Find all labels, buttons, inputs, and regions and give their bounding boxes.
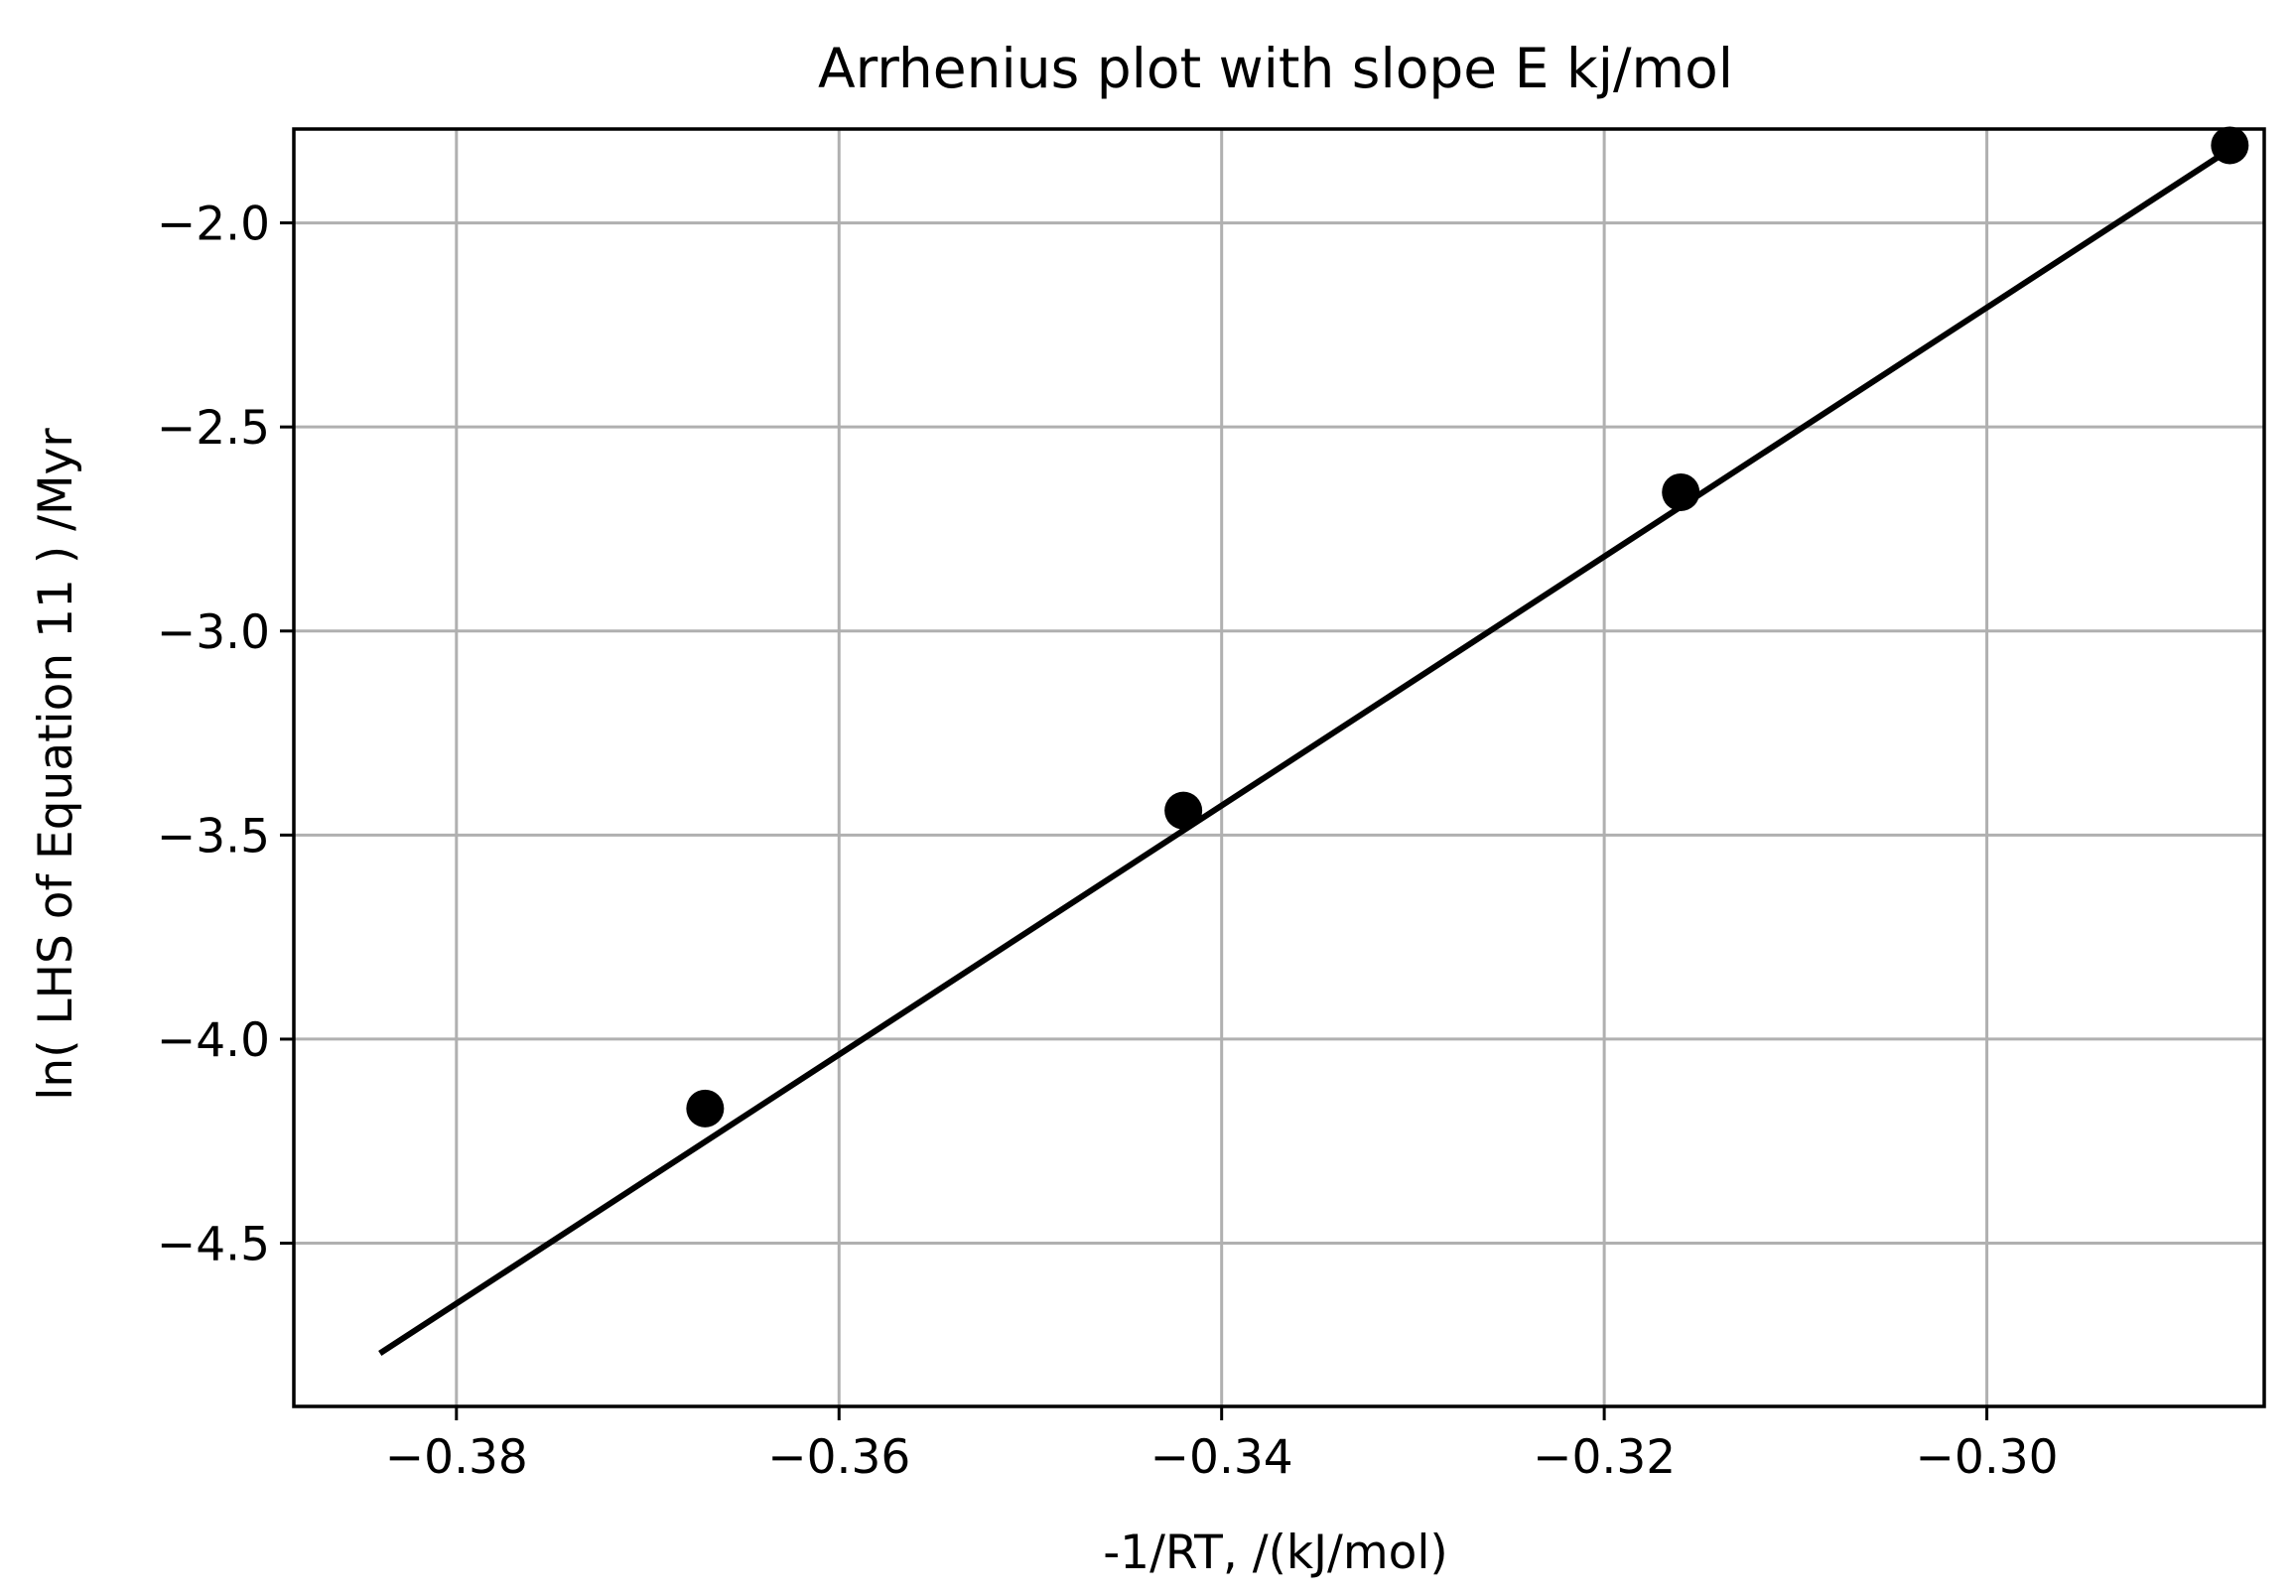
fit-line-layer: [378, 147, 2231, 1357]
data-point: [1662, 472, 1700, 511]
data-points: [686, 126, 2249, 1128]
x-axis-label: -1/RT, /(kJ/mol): [1103, 1526, 1448, 1580]
data-point: [686, 1089, 725, 1128]
grid: [294, 129, 2264, 1406]
y-axis-label: ln( LHS of Equation 11 ) /Myr: [29, 428, 83, 1101]
y-tick-label: −3.0: [157, 605, 270, 660]
plot-frame: [292, 127, 2266, 1408]
y-tick-label: −2.5: [157, 401, 270, 456]
y-tick-label: −4.0: [157, 1013, 270, 1068]
data-point: [2211, 126, 2249, 165]
chart-title: Arrhenius plot with slope E kj/mol: [818, 37, 1733, 100]
y-tick-label: −2.0: [157, 198, 270, 252]
fit-line: [378, 147, 2231, 1357]
x-tick-label: −0.32: [1533, 1430, 1676, 1485]
data-point: [1164, 791, 1203, 830]
x-tick-label: −0.34: [1150, 1430, 1293, 1485]
x-tick-label: −0.38: [385, 1430, 528, 1485]
x-tick-label: −0.30: [1916, 1430, 2059, 1485]
y-tick-label: −3.5: [157, 809, 270, 864]
x-tick-label: −0.36: [767, 1430, 910, 1485]
x-axis-ticks: −0.38 −0.36 −0.34 −0.32 −0.30: [385, 1406, 2059, 1485]
y-axis-ticks: −2.0 −2.5 −3.0 −3.5 −4.0 −4.5: [157, 198, 294, 1272]
y-tick-label: −4.5: [157, 1218, 270, 1272]
